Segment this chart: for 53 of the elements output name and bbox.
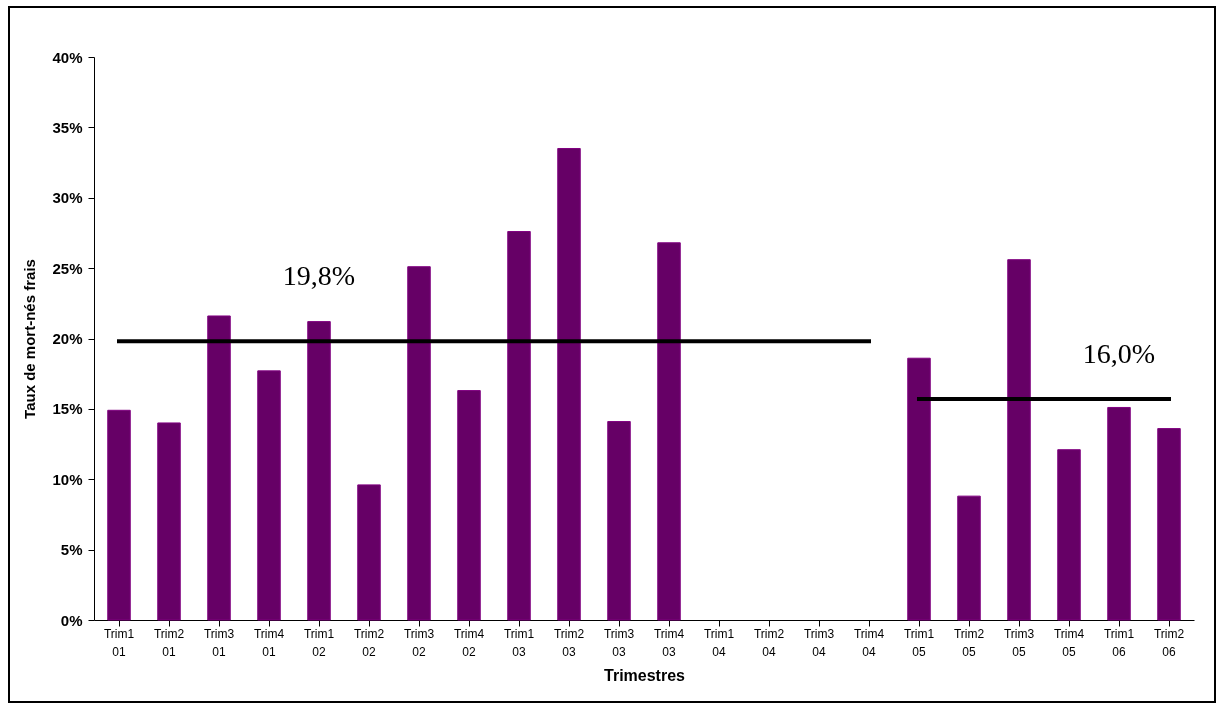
bar: [407, 266, 431, 621]
bar: [507, 231, 531, 621]
bar: [907, 357, 931, 621]
y-tick-label: 35%: [52, 118, 83, 136]
bar: [307, 321, 331, 621]
bar: [657, 242, 681, 621]
bar: [157, 422, 181, 621]
bar: [1157, 428, 1181, 621]
x-tick-label: Trim2 06: [1153, 626, 1185, 659]
series-label: 16,0%: [1082, 338, 1156, 370]
x-tick-label: Trim2 05: [953, 626, 985, 659]
y-tick-label: 25%: [52, 259, 83, 277]
bar: [257, 370, 281, 621]
y-tick-label: 15%: [52, 400, 83, 418]
bar: [207, 315, 231, 621]
x-tick-label: Trim1 02: [303, 626, 335, 659]
x-tick-label: Trim4 03: [653, 626, 685, 659]
y-axis-title: Taux de mort-nés frais: [21, 259, 39, 419]
bar: [357, 484, 381, 621]
x-tick-label: Trim2 04: [753, 626, 785, 659]
bar: [557, 147, 581, 621]
x-tick-label: Trim3 04: [803, 626, 835, 659]
y-tick-label: 40%: [52, 48, 83, 66]
x-tick-label: Trim3 03: [603, 626, 635, 659]
x-tick-label: Trim2 02: [353, 626, 385, 659]
bar: [1057, 449, 1081, 621]
bar: [1007, 259, 1031, 621]
x-tick-label: Trim4 01: [253, 626, 285, 659]
bar: [107, 409, 131, 621]
bar: [607, 421, 631, 621]
x-tick-label: Trim2 03: [553, 626, 585, 659]
y-tick-label: 20%: [52, 330, 83, 347]
x-tick-label: Trim1 04: [703, 626, 735, 659]
x-tick-label: Trim3 05: [1003, 626, 1035, 659]
x-tick-label: Trim4 02: [453, 626, 485, 659]
x-tick-label: Trim2 01: [153, 626, 185, 659]
series-label: 19,8%: [282, 260, 356, 292]
x-tick-label: Trim3 01: [203, 626, 235, 659]
x-tick-label: Trim4 05: [1053, 626, 1085, 659]
x-tick-label: Trim1 03: [503, 626, 535, 659]
y-tick-label: 0%: [60, 611, 83, 629]
x-tick-label: Trim1 01: [103, 626, 135, 659]
bar: [457, 390, 481, 621]
x-tick-label: Trim1 05: [903, 626, 935, 659]
bar: [1107, 406, 1131, 621]
x-tick-label: Trim4 04: [853, 626, 885, 659]
y-tick-label: 5%: [60, 541, 83, 559]
y-tick-label: 30%: [52, 189, 83, 207]
x-tick-label: Trim3 02: [403, 626, 435, 659]
x-axis-title: Trimestres: [604, 666, 686, 684]
y-tick-label: 10%: [52, 470, 83, 488]
x-tick-label: Trim1 06: [1103, 626, 1135, 659]
bar: [957, 495, 981, 621]
